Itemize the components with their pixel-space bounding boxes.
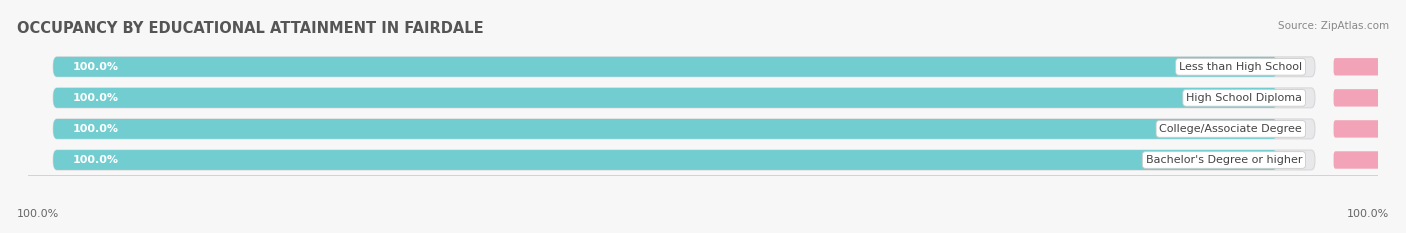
Text: College/Associate Degree: College/Associate Degree (1160, 124, 1302, 134)
FancyBboxPatch shape (53, 150, 1315, 170)
FancyBboxPatch shape (53, 88, 1315, 108)
FancyBboxPatch shape (53, 88, 1277, 108)
FancyBboxPatch shape (53, 119, 1315, 139)
Text: 100.0%: 100.0% (1347, 209, 1389, 219)
Legend: Owner-occupied, Renter-occupied: Owner-occupied, Renter-occupied (579, 230, 827, 233)
Text: Less than High School: Less than High School (1180, 62, 1302, 72)
FancyBboxPatch shape (1334, 89, 1403, 106)
Text: OCCUPANCY BY EDUCATIONAL ATTAINMENT IN FAIRDALE: OCCUPANCY BY EDUCATIONAL ATTAINMENT IN F… (17, 21, 484, 36)
FancyBboxPatch shape (1334, 58, 1403, 75)
FancyBboxPatch shape (1334, 120, 1403, 138)
Text: 100.0%: 100.0% (72, 155, 118, 165)
Text: Source: ZipAtlas.com: Source: ZipAtlas.com (1278, 21, 1389, 31)
Text: 100.0%: 100.0% (72, 124, 118, 134)
Text: 100.0%: 100.0% (72, 93, 118, 103)
Text: Bachelor's Degree or higher: Bachelor's Degree or higher (1146, 155, 1302, 165)
FancyBboxPatch shape (53, 150, 1277, 170)
Text: High School Diploma: High School Diploma (1187, 93, 1302, 103)
Text: 100.0%: 100.0% (17, 209, 59, 219)
FancyBboxPatch shape (53, 57, 1315, 77)
FancyBboxPatch shape (53, 57, 1277, 77)
Text: 100.0%: 100.0% (72, 62, 118, 72)
FancyBboxPatch shape (1334, 151, 1403, 169)
FancyBboxPatch shape (53, 119, 1277, 139)
